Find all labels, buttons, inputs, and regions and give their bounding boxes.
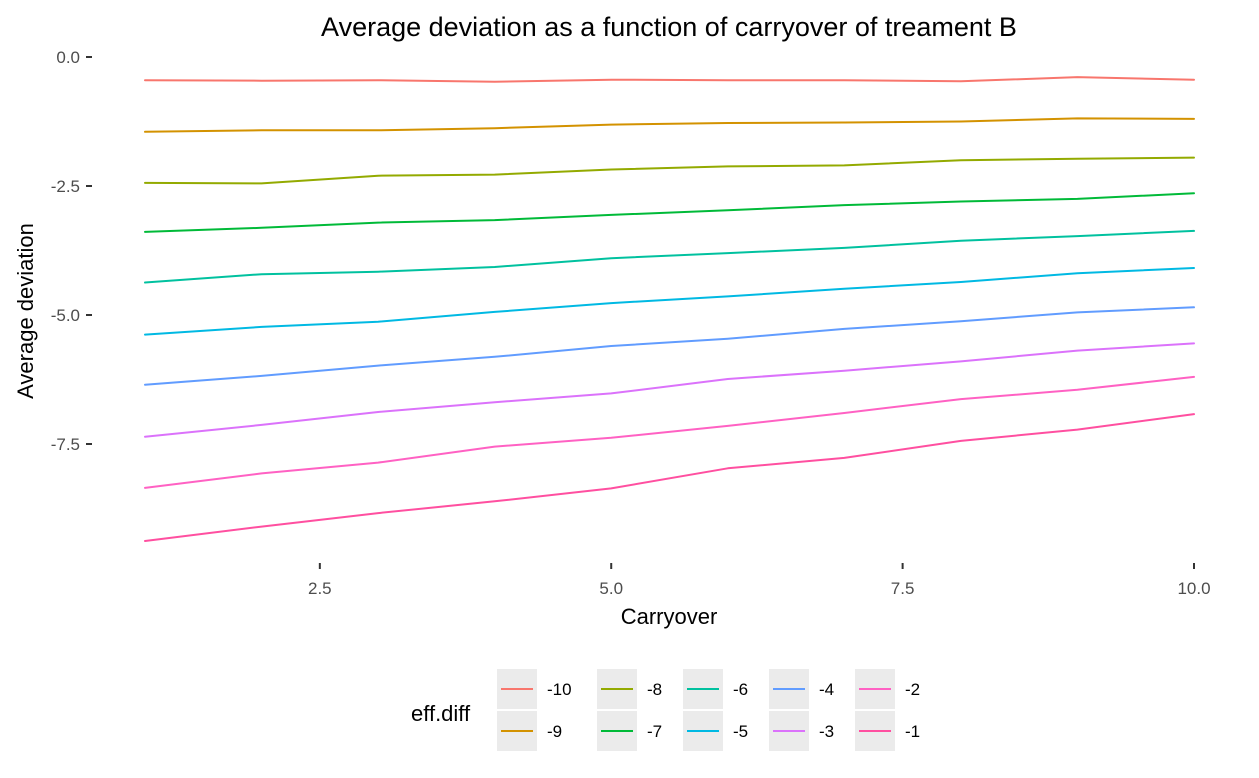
legend-item: -10 <box>497 669 572 709</box>
legend: eff.diff -10 -9 -8 -7 -6 -5 -4 -3 -2 -1 <box>411 669 920 751</box>
legend-item: -8 <box>597 669 662 709</box>
legend-item: -5 <box>683 711 748 751</box>
series-line-neg9 <box>144 117 1195 133</box>
legend-label: -3 <box>819 722 834 741</box>
legend-label: -1 <box>905 722 920 741</box>
series-line-neg2 <box>144 375 1195 489</box>
x-axis-title: Carryover <box>621 604 718 629</box>
legend-item: -2 <box>855 669 920 709</box>
series-line-neg1 <box>144 413 1195 542</box>
legend-item: -1 <box>855 711 920 751</box>
legend-item: -7 <box>597 711 662 751</box>
y-tick-label: 0.0 <box>56 48 80 67</box>
legend-label: -5 <box>733 722 748 741</box>
series-line-neg10 <box>144 76 1195 83</box>
legend-label: -2 <box>905 680 920 699</box>
y-tick-label: -7.5 <box>51 435 80 454</box>
chart-title: Average deviation as a function of carry… <box>321 12 1017 42</box>
series-line-neg6 <box>144 229 1195 284</box>
legend-label: -10 <box>547 680 572 699</box>
y-axis: 0.0 -2.5 -5.0 -7.5 <box>51 48 92 454</box>
series-line-neg5 <box>144 267 1195 336</box>
legend-label: -6 <box>733 680 748 699</box>
y-tick-label: -2.5 <box>51 177 80 196</box>
series-line-neg4 <box>144 306 1195 386</box>
legend-label: -7 <box>647 722 662 741</box>
legend-title: eff.diff <box>411 701 471 726</box>
x-tick-label: 7.5 <box>891 579 915 598</box>
x-tick-label: 10.0 <box>1177 579 1210 598</box>
legend-item: -9 <box>497 711 562 751</box>
x-tick-label: 5.0 <box>599 579 623 598</box>
legend-item: -6 <box>683 669 748 709</box>
series-line-neg7 <box>144 192 1195 233</box>
x-axis: 2.5 5.0 7.5 10.0 <box>308 563 1211 598</box>
y-tick-label: -5.0 <box>51 306 80 325</box>
series-line-neg8 <box>144 156 1195 185</box>
y-axis-title: Average deviation <box>13 223 38 399</box>
legend-item: -3 <box>769 711 834 751</box>
legend-label: -8 <box>647 680 662 699</box>
series-line-neg3 <box>144 342 1195 438</box>
legend-label: -4 <box>819 680 834 699</box>
legend-keys: -10 -9 -8 -7 -6 -5 -4 -3 -2 -1 <box>497 669 920 751</box>
plot-lines <box>144 76 1195 542</box>
x-tick-label: 2.5 <box>308 579 332 598</box>
legend-item: -4 <box>769 669 834 709</box>
legend-label: -9 <box>547 722 562 741</box>
